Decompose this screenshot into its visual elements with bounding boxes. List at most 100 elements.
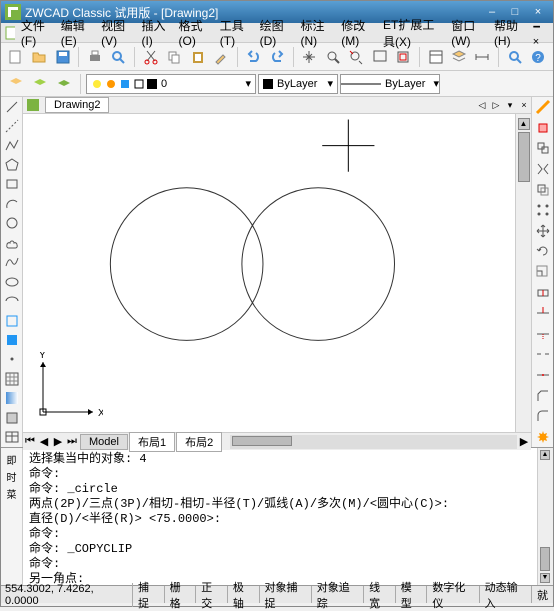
command-panel: 即 时 菜 选择集当中的对象: 4 命令: 命令: _circle 两点(2P)… [1, 447, 553, 585]
tab-next-icon[interactable]: ▷ [489, 98, 503, 112]
command-side: 即 时 菜 [1, 448, 23, 585]
rotate-icon[interactable] [532, 241, 553, 262]
status-snap[interactable]: 捕捉 [133, 586, 165, 603]
layer-make-icon[interactable] [5, 73, 27, 95]
layers-icon[interactable] [448, 46, 469, 68]
color-label: ByLayer [277, 78, 317, 90]
modify-toolbar [531, 97, 553, 447]
color-dropdown[interactable]: ByLayer ▾ [258, 74, 338, 94]
zoom-realtime-icon[interactable] [322, 46, 343, 68]
menu-bar: 文件(F) 编辑(E) 视图(V) 插入(I) 格式(O) 工具(T) 绘图(D… [1, 23, 553, 43]
preview-icon[interactable] [108, 46, 129, 68]
arc-icon[interactable] [1, 194, 22, 213]
help-icon[interactable]: ? [528, 46, 549, 68]
layout-last-icon[interactable]: ⏭ [65, 435, 79, 448]
tab-close-icon[interactable]: × [517, 98, 531, 112]
rect-icon[interactable] [1, 175, 22, 194]
tab-dropdown-icon[interactable]: ▾ [503, 98, 517, 112]
mirror-icon[interactable] [532, 159, 553, 180]
circle-icon[interactable] [1, 214, 22, 233]
table-icon[interactable] [1, 427, 22, 446]
offset-icon[interactable] [532, 179, 553, 200]
status-coords: 554.3002, 7.4262, 0.0000 [1, 583, 133, 607]
copy-icon[interactable] [164, 46, 185, 68]
save-icon[interactable] [52, 46, 73, 68]
scale-icon[interactable] [532, 262, 553, 283]
spline-icon[interactable] [1, 253, 22, 272]
layer-current-name: 0 [161, 78, 167, 90]
hscroll-right-icon[interactable]: ▶ [517, 435, 531, 448]
move-copy-icon[interactable] [532, 138, 553, 159]
layer-state-icon[interactable] [53, 73, 75, 95]
gradient-icon[interactable] [1, 389, 22, 408]
status-osnap[interactable]: 对象捕捉 [260, 586, 312, 603]
trim-icon[interactable] [532, 303, 553, 324]
pan-icon[interactable] [299, 46, 320, 68]
insert-icon[interactable] [1, 311, 22, 330]
status-ortho[interactable]: 正交 [196, 586, 228, 603]
layout-next-icon[interactable]: ▶ [51, 435, 65, 448]
region-icon[interactable] [1, 408, 22, 427]
undo-icon[interactable] [243, 46, 264, 68]
move-icon[interactable] [532, 221, 553, 242]
erase-icon[interactable] [532, 118, 553, 139]
matchprop-icon[interactable] [210, 46, 231, 68]
line-icon[interactable] [1, 97, 22, 116]
zoom-prev-icon[interactable] [346, 46, 367, 68]
drawing-canvas[interactable]: X Y [23, 114, 515, 432]
open-icon[interactable] [28, 46, 49, 68]
canvas-hscrollbar[interactable] [230, 435, 517, 449]
redo-icon[interactable] [266, 46, 287, 68]
xline-icon[interactable] [1, 116, 22, 135]
command-vscrollbar[interactable]: ▲ ▼ [537, 448, 553, 585]
canvas-wrap: Drawing2 ◁ ▷ ▾ × X Y ▲ [23, 97, 531, 447]
linetype-dropdown[interactable]: ByLayer ▾ [340, 74, 440, 94]
doc-tab-icon [26, 98, 40, 112]
layer-dropdown[interactable]: 0 ▾ [86, 74, 256, 94]
draw-toolbar [1, 97, 23, 447]
explode-icon[interactable] [532, 427, 553, 448]
document-tab[interactable]: Drawing2 [45, 97, 109, 113]
revcloud-icon[interactable] [1, 233, 22, 252]
find-icon[interactable] [504, 46, 525, 68]
status-model[interactable]: 模型 [396, 586, 428, 603]
chamfer-icon[interactable] [532, 385, 553, 406]
dist-icon[interactable] [472, 46, 493, 68]
point-icon[interactable] [1, 350, 22, 369]
break-icon[interactable] [532, 344, 553, 365]
status-tail: 就 [532, 586, 553, 603]
command-history[interactable]: 选择集当中的对象: 4 命令: 命令: _circle 两点(2P)/三点(3P… [23, 448, 537, 585]
paste-icon[interactable] [187, 46, 208, 68]
canvas-vscrollbar[interactable]: ▲ [515, 114, 531, 432]
ellipse-arc-icon[interactable] [1, 291, 22, 310]
mdi-close-button[interactable]: 🗕 × [529, 17, 549, 48]
polygon-icon[interactable] [1, 155, 22, 174]
block-icon[interactable] [1, 330, 22, 349]
new-icon[interactable] [5, 46, 26, 68]
pline-icon[interactable] [1, 136, 22, 155]
stretch-icon[interactable] [532, 282, 553, 303]
fillet-icon[interactable] [532, 406, 553, 427]
layout-first-icon[interactable]: ⏮ [23, 435, 37, 448]
array-icon[interactable] [532, 200, 553, 221]
status-dyn[interactable]: 动态输入 [480, 586, 532, 603]
hatch-icon[interactable] [1, 369, 22, 388]
layout-prev-icon[interactable]: ◀ [37, 435, 51, 448]
status-grid[interactable]: 栅格 [165, 586, 197, 603]
zoom-extents-icon[interactable] [392, 46, 413, 68]
layer-prev-icon[interactable] [29, 73, 51, 95]
join-icon[interactable] [532, 365, 553, 386]
ellipse-icon[interactable] [1, 272, 22, 291]
print-icon[interactable] [84, 46, 105, 68]
status-lwt[interactable]: 线宽 [364, 586, 396, 603]
extend-icon[interactable] [532, 324, 553, 345]
status-tablet[interactable]: 数字化仪 [427, 586, 479, 603]
status-polar[interactable]: 极轴 [228, 586, 260, 603]
cut-icon[interactable] [140, 46, 161, 68]
props-icon[interactable] [425, 46, 446, 68]
ucs-icon: X Y [33, 352, 103, 422]
tab-prev-icon[interactable]: ◁ [475, 98, 489, 112]
zoom-window-icon[interactable] [369, 46, 390, 68]
measure-icon[interactable] [532, 97, 553, 118]
status-otrack[interactable]: 对象追踪 [312, 586, 364, 603]
